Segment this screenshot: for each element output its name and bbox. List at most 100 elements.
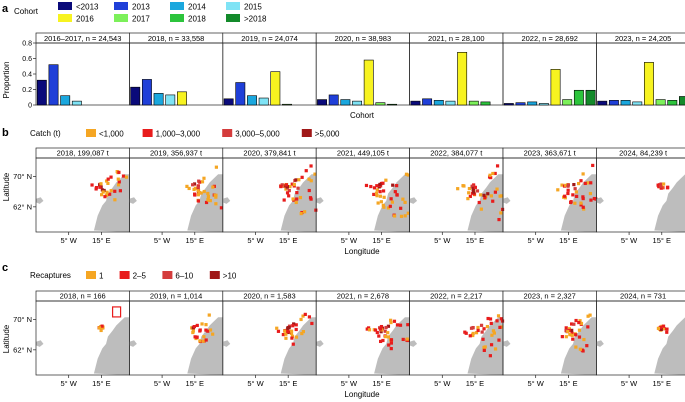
catch-cell bbox=[381, 189, 386, 193]
catch-cell bbox=[372, 192, 376, 197]
cohort-legend-title: Cohort bbox=[14, 7, 39, 16]
cohort-axis-label: Cohort bbox=[350, 111, 375, 120]
cohort-legend-swatch bbox=[170, 14, 184, 22]
recapture-cell bbox=[493, 347, 498, 351]
recapture-cell bbox=[192, 325, 196, 329]
recapture-cell bbox=[307, 315, 312, 319]
y-tick-label: 0.8 bbox=[22, 41, 32, 48]
catch-longitude-label: Longitude bbox=[344, 247, 380, 256]
catch-cell bbox=[106, 177, 110, 181]
recapture-cell bbox=[658, 325, 663, 329]
iceland-land bbox=[36, 197, 44, 204]
recapture-cell bbox=[480, 330, 484, 334]
facet-title: 2018, 199,087 t bbox=[57, 149, 110, 158]
map-legend-swatch bbox=[162, 271, 173, 279]
catch-cell bbox=[115, 169, 119, 174]
facet-title: 2019, n = 1,014 bbox=[150, 292, 202, 301]
catch-cell bbox=[566, 191, 570, 196]
iceland-land bbox=[129, 197, 137, 204]
recapture-cell bbox=[287, 325, 291, 330]
catch-cell bbox=[576, 181, 581, 186]
recapture-cell bbox=[100, 324, 104, 328]
catch-cell bbox=[499, 211, 503, 215]
cohort-legend-label: 2014 bbox=[188, 3, 206, 12]
facet-title: 2016–2017, n = 24,543 bbox=[44, 34, 121, 43]
recapture-cell bbox=[299, 317, 303, 322]
facet-title: 2022, n = 2,217 bbox=[430, 292, 482, 301]
catch-cell bbox=[206, 194, 211, 199]
recapture-cell bbox=[571, 337, 575, 341]
cohort-bar bbox=[410, 100, 421, 106]
catch-cell bbox=[487, 175, 492, 179]
cohort-bar bbox=[655, 99, 666, 106]
x-tick-label: 5° W bbox=[247, 236, 264, 245]
catch-cell bbox=[378, 190, 382, 194]
facet-title: 2022, n = 28,692 bbox=[521, 34, 578, 43]
x-tick-label: 15° E bbox=[372, 236, 390, 245]
map-legend-swatch bbox=[209, 271, 220, 279]
catch-cell bbox=[214, 195, 218, 199]
catch-cell bbox=[467, 191, 471, 195]
cohort-bar bbox=[177, 91, 187, 106]
x-tick-label: 15° E bbox=[279, 236, 297, 245]
catch-cell bbox=[214, 165, 219, 169]
cohort-bar bbox=[258, 97, 269, 106]
map-legend-label: 2–5 bbox=[133, 272, 147, 281]
x-tick-label: 15° E bbox=[186, 236, 204, 245]
cohort-facet: 2016–2017, n = 24,543 bbox=[35, 32, 130, 106]
catch-cell bbox=[192, 187, 196, 192]
catch-cell bbox=[594, 197, 598, 201]
recapture-cell bbox=[286, 329, 290, 334]
catch-cell bbox=[307, 177, 311, 181]
catch-cell bbox=[472, 190, 476, 194]
catch-cell bbox=[208, 199, 212, 203]
recapture-cell bbox=[384, 325, 388, 330]
catch-cell bbox=[588, 191, 593, 196]
catch-cell bbox=[202, 176, 206, 180]
cohort-bar bbox=[340, 99, 351, 106]
recapture-cell bbox=[386, 331, 390, 335]
catch-cell bbox=[384, 178, 388, 182]
recapture-cell bbox=[500, 319, 505, 323]
recapture-cell bbox=[588, 313, 592, 317]
recapture-cell bbox=[208, 328, 213, 332]
catch-cell bbox=[589, 198, 593, 202]
catch-cell bbox=[493, 190, 498, 194]
recapture-cell bbox=[300, 331, 304, 336]
catch-cell bbox=[401, 197, 405, 201]
coastline-land bbox=[187, 317, 223, 375]
coastline-land bbox=[654, 317, 685, 375]
recapture-map-facet: 2018, n = 166 5° W 15° E bbox=[35, 290, 130, 388]
catch-cell bbox=[393, 190, 397, 194]
catch-cell bbox=[196, 193, 200, 197]
iceland-land bbox=[503, 340, 511, 347]
catch-cell bbox=[307, 188, 311, 193]
catch-cell bbox=[121, 174, 126, 178]
facet-title: 2021, n = 2,678 bbox=[337, 292, 389, 301]
map-legend-label: 1,000–3,000 bbox=[156, 130, 201, 139]
map-legend-label: 1 bbox=[99, 272, 104, 281]
catch-cell bbox=[300, 175, 304, 179]
catch-cell bbox=[196, 189, 200, 193]
recapture-cell bbox=[488, 354, 492, 358]
recapture-cell bbox=[292, 322, 296, 326]
catch-cell bbox=[309, 179, 313, 183]
catch-cell bbox=[662, 182, 666, 186]
catch-cell bbox=[656, 183, 660, 187]
catch-cell bbox=[659, 184, 663, 188]
catch-cell bbox=[124, 175, 129, 179]
catch-cell bbox=[279, 184, 283, 189]
facet-title: 2020, 379,841 t bbox=[243, 149, 296, 158]
catch-cell bbox=[479, 207, 483, 211]
recapture-cell bbox=[489, 343, 494, 347]
cohort-bar bbox=[562, 99, 573, 106]
cohort-bar bbox=[608, 100, 619, 106]
cohort-bar bbox=[433, 100, 444, 106]
catch-cell bbox=[219, 206, 224, 210]
recapture-cell bbox=[375, 330, 379, 335]
cohort-bar bbox=[60, 95, 71, 106]
recaptures-latitude-label: Latitude bbox=[2, 324, 11, 353]
catch-cell bbox=[280, 183, 284, 187]
x-tick-label: 15° E bbox=[559, 379, 577, 388]
catch-cell bbox=[581, 195, 585, 199]
